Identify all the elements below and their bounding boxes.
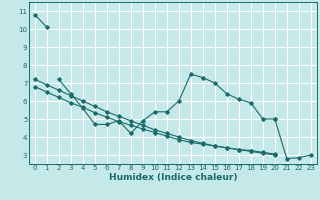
X-axis label: Humidex (Indice chaleur): Humidex (Indice chaleur) (108, 173, 237, 182)
